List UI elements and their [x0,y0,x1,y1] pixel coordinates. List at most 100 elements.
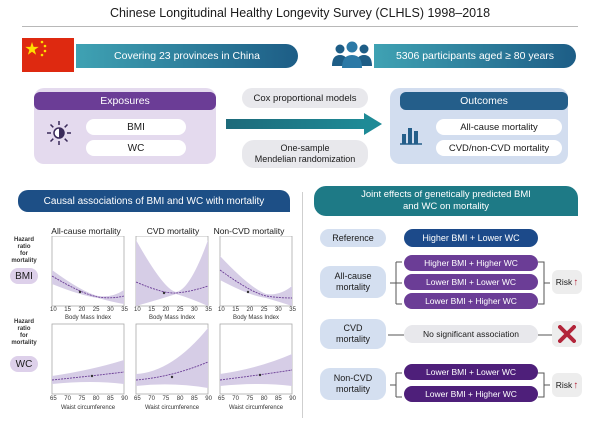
xtick: 70 [64,396,71,402]
ylabel-line: Hazard [13,237,34,243]
allcause-bracket [390,261,402,305]
xtick: 90 [121,396,128,402]
xtick: 25 [92,307,100,313]
joint-header-line2: and WC on mortality [402,201,490,212]
allcause-item-3: Lower BMI + Higher WC [404,293,538,309]
ylabel-line: ratio [17,326,31,332]
xtick: 85 [107,396,114,402]
allcause-label: All-cause mortality [320,266,386,298]
xtick: 20 [78,307,86,313]
allcause-item-1: Higher BMI + Higher WC [404,255,538,271]
xtick: 70 [148,396,155,402]
xtick: 15 [148,307,155,313]
xtick: 70 [232,396,239,402]
page-title: Chinese Longitudinal Healthy Longevity S… [109,6,491,20]
causal-header: Causal associations of BMI and WC with m… [18,190,290,212]
participants-banner [374,44,576,68]
xtick: 10 [218,307,225,313]
xtick: 90 [205,396,212,402]
xtick: 20 [162,307,170,313]
xtick: 15 [64,307,71,313]
noncvd-label: Non-CVD mortality [320,368,386,400]
xlabel-bmi-2: Body Mass Index [148,315,196,321]
xtick: 75 [162,396,170,402]
cox-models-pill: Cox proportional models [242,88,368,108]
ylabel-line: ratio [17,244,31,250]
xtick: 20 [246,307,254,313]
row-label-wc: WC [10,356,38,372]
xlabel-wc-1: Waist circumference [60,405,116,411]
col-title-noncvd: Non-CVD mortality [213,226,285,236]
col-title-allcause: All-cause mortality [51,226,121,236]
ylabel-line: mortality [11,258,37,264]
provinces-text: Covering 23 provinces in China [114,50,260,62]
plot-wc-cvd [135,323,209,395]
risk-up-arrow-icon: ↑ [573,276,579,288]
ylabel-line: for [20,333,28,339]
joint-header-line1: Joint effects of genetically predicted B… [361,189,531,200]
allcause-right-bracket [538,261,550,305]
sun-icon [46,120,72,151]
plot-wc-noncvd [219,323,293,395]
xticks-wc-1: 65 70 75 80 85 90 [50,396,128,402]
xticks-bmi-3: 10 15 20 25 30 35 [218,307,296,313]
xtick: 35 [205,307,212,313]
xlabel-bmi-1: Body Mass Index [64,315,112,321]
xtick: 35 [121,307,128,313]
xticks-wc-3: 65 70 75 80 85 90 [218,396,296,402]
noncvd-right-bracket [538,372,550,398]
xtick: 30 [191,307,198,313]
joint-header: Joint effects of genetically predicted B… [314,186,578,216]
row-label-bmi: BMI [10,268,38,284]
xtick: 80 [260,396,268,402]
noncvd-line2: mortality [335,384,370,394]
xticks-bmi-2: 10 15 20 25 30 35 [134,307,212,313]
xtick: 30 [275,307,282,313]
xlabel-wc-3: Waist circumference [228,405,284,411]
title-divider [22,26,578,27]
xtick: 65 [50,396,57,402]
xlabel-bmi-3: Body Mass Index [232,315,280,321]
xticks-bmi-1: 10 15 20 25 30 35 [50,307,128,313]
outcome-cvd: CVD/non-CVD mortality [436,140,562,156]
xlabel-wc-2: Waist circumference [144,405,200,411]
allcause-item-2: Lower BMI + Lower WC [404,274,538,290]
xtick: 10 [134,307,141,313]
causal-plots [51,236,293,395]
exposures-header: Exposures [34,92,216,110]
cvd-connector [388,334,404,336]
xtick: 30 [107,307,114,313]
xtick: 25 [176,307,184,313]
exposure-bmi: BMI [86,119,186,135]
xtick: 35 [289,307,296,313]
reference-label: Reference [320,229,386,247]
cvd-label: CVD mortality [320,319,386,349]
xtick: 25 [260,307,268,313]
plot-wc-allcause [51,323,125,395]
exposure-wc: WC [86,140,186,156]
participants-text: 5306 participants aged ≥ 80 years [395,50,555,62]
cvd-connector-right [538,334,552,336]
mr-line1: One-sample [280,143,330,153]
xtick: 80 [176,396,184,402]
china-flag-icon [22,38,74,72]
section-divider [302,192,303,418]
noncvd-risk-label: Risk [555,380,573,390]
noncvd-item-1: Lower BMI + Lower WC [404,364,538,380]
xtick: 75 [246,396,254,402]
mr-pill: One-sample Mendelian randomization [242,140,368,168]
outcomes-header: Outcomes [400,92,568,110]
arrow-exposures-to-outcomes [226,113,382,140]
allcause-line2: mortality [335,282,370,292]
xtick: 85 [275,396,282,402]
cvd-value: No significant association [404,325,538,343]
reference-value: Higher BMI + Lower WC [404,229,538,247]
noncvd-bracket [390,372,402,398]
plot-bmi-cvd [135,236,209,307]
mr-line2: Mendelian randomization [254,154,356,164]
noncvd-line1: Non-CVD [333,373,373,383]
xtick: 10 [50,307,57,313]
cvd-line1: CVD [343,323,363,333]
xtick: 85 [191,396,198,402]
xtick: 65 [218,396,225,402]
